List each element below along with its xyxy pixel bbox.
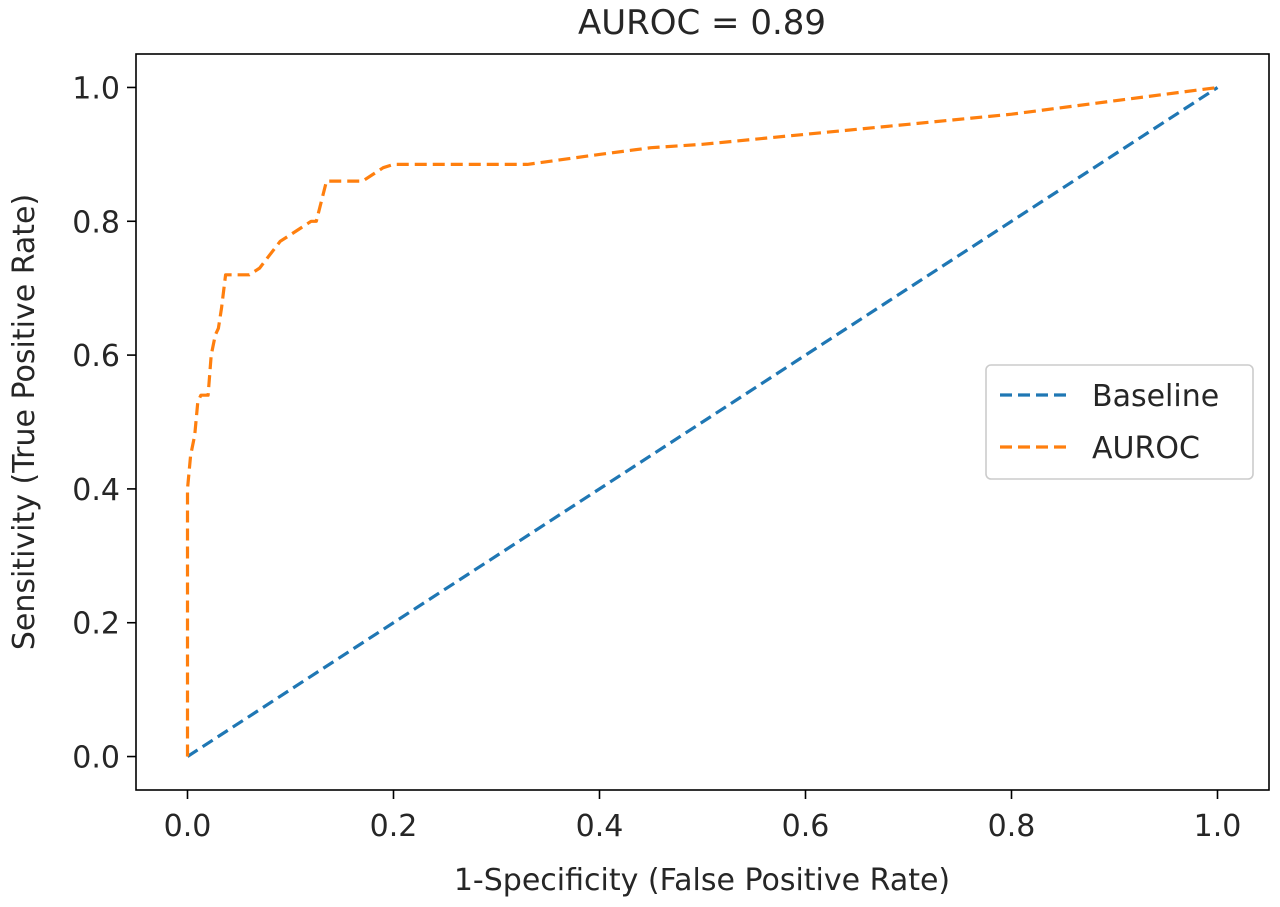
- x-tick-label: 0.6: [782, 809, 830, 844]
- y-tick-label: 1.0: [72, 71, 120, 106]
- series-line-baseline: [186, 86, 1219, 758]
- y-tick-label: 0.0: [72, 741, 120, 776]
- series-line-auroc: [185, 85, 1218, 757]
- plot-area: [185, 85, 1219, 758]
- y-tick-label: 0.8: [72, 205, 120, 240]
- legend: Baseline AUROC: [985, 364, 1254, 480]
- y-tick-label: 0.2: [72, 607, 120, 642]
- legend-label-auroc: AUROC: [1092, 431, 1200, 466]
- y-axis-label: Sensitivity (True Positive Rate): [7, 194, 42, 650]
- x-tick-label: 0.8: [988, 809, 1036, 844]
- x-axis-label: 1-Specificity (False Positive Rate): [454, 863, 950, 898]
- x-tick-label: 0.4: [576, 809, 624, 844]
- chart-title: AUROC = 0.89: [578, 3, 826, 43]
- y-axis: 0.0 0.2 0.4 0.6 0.8 1.0: [72, 71, 136, 776]
- y-tick-label: 0.4: [72, 473, 120, 508]
- x-axis: 0.0 0.2 0.4 0.6 0.8 1.0: [164, 790, 1242, 844]
- legend-box: [985, 364, 1254, 480]
- x-tick-label: 0.2: [370, 809, 418, 844]
- axes-frame: [135, 53, 1270, 791]
- x-tick-label: 1.0: [1194, 809, 1242, 844]
- x-tick-label: 0.0: [164, 809, 212, 844]
- legend-label-baseline: Baseline: [1092, 379, 1219, 414]
- y-tick-label: 0.6: [72, 339, 120, 374]
